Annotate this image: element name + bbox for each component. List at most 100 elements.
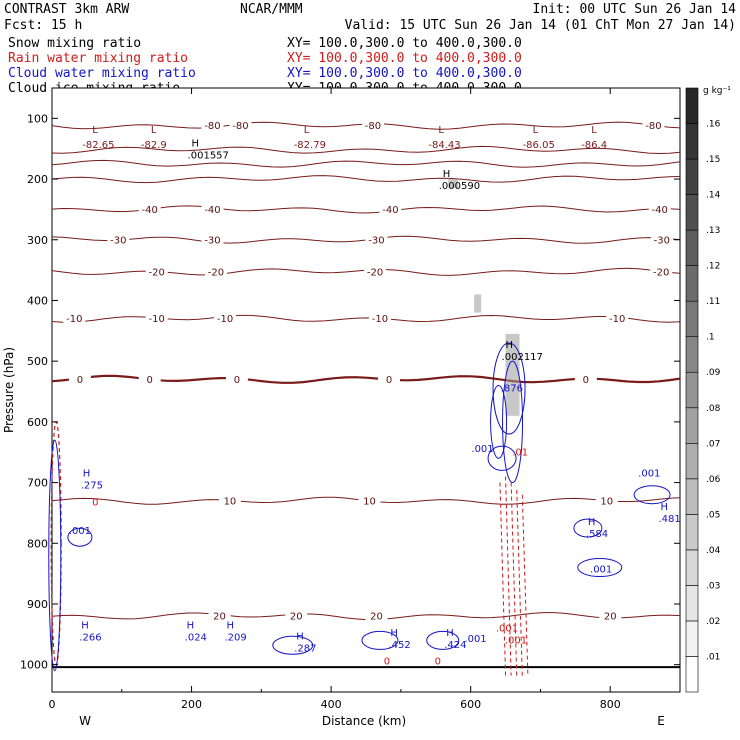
isotherm-label-bg — [145, 265, 168, 277]
colorbar-tick-label: .07 — [706, 439, 720, 449]
cloud-water-contour — [426, 630, 460, 650]
isotherm-label: 10 — [600, 496, 613, 507]
legend: Snow mixing ratio XY= 100.0,300.0 to 400.… — [8, 36, 522, 96]
low-marker: L — [92, 125, 98, 136]
isotherm-label: 20 — [213, 612, 226, 623]
colorbar-tick-label: .03 — [706, 581, 720, 591]
isotherm-label-bg — [201, 233, 224, 245]
cloud-water-max-value: .424 — [444, 640, 466, 651]
isotherm-label: -20 — [653, 267, 669, 278]
y-tick-label: 200 — [27, 173, 48, 186]
cloud-water-max-marker: H — [226, 620, 234, 631]
cloud-water-max-marker: H — [588, 517, 596, 528]
rain-label: 0 — [384, 657, 390, 668]
y-tick-label: 500 — [27, 355, 48, 368]
isotherm-label-bg — [208, 610, 231, 622]
cloud-water-label: .876 — [501, 384, 523, 395]
isotherm-label: -30 — [204, 235, 220, 246]
colorbar-tick-label: .09 — [706, 368, 721, 378]
y-tick-label: 100 — [27, 112, 48, 125]
isotherm-label: -40 — [652, 205, 668, 216]
isotherm-label-bg — [599, 610, 622, 622]
cloud-water-contour — [361, 630, 399, 650]
isotherm-label-bg — [642, 119, 665, 131]
cloud-water-label: .001 — [69, 526, 91, 537]
y-tick-label: 600 — [27, 416, 48, 429]
colorbar-tick-label: .01 — [706, 652, 720, 662]
isotherm-label: -30 — [654, 235, 670, 246]
cloud-water-max-value: .266 — [79, 632, 101, 643]
y-tick-label: 1000 — [20, 659, 48, 672]
y-axis-label: Pressure (hPa) — [2, 347, 16, 433]
cloud-water-contour — [502, 360, 524, 484]
colorbar-tick-label: .12 — [706, 262, 720, 272]
isotherm-label-bg — [364, 265, 387, 277]
colorbar-tick-label: .13 — [706, 226, 720, 236]
snow-shading — [474, 294, 482, 313]
isotherm-line — [51, 175, 681, 184]
colorbar-swatch — [685, 158, 699, 195]
cloud-water-max-value: .024 — [185, 632, 207, 643]
isotherm-label: -20 — [208, 267, 224, 278]
center-label: NCAR/MMM — [240, 2, 303, 17]
rain-contour — [516, 489, 523, 676]
isotherm-label-bg — [201, 203, 224, 215]
isotherm-label: -30 — [110, 235, 126, 246]
isotherm-label-bg — [145, 312, 168, 324]
colorbar-tick-label: .05 — [706, 510, 720, 520]
low-value: -84.43 — [428, 140, 460, 151]
cloud-water-contour — [573, 518, 603, 538]
low-marker: L — [151, 125, 157, 136]
x-tick-label: 600 — [460, 698, 481, 711]
isotherm-label-bg — [368, 312, 391, 324]
cloud-water-label: .001 — [464, 634, 486, 645]
model-title: CONTRAST 3km ARW — [4, 2, 129, 17]
isotherm-label: 0 — [386, 375, 392, 386]
isotherm-label-bg — [138, 373, 161, 385]
isotherm-line — [51, 159, 681, 168]
colorbar-swatch — [685, 478, 699, 515]
low-value: -82.79 — [294, 140, 326, 151]
y-tick-label: 700 — [27, 477, 48, 490]
cloud-water-max-marker: H — [390, 628, 398, 639]
isotherm-label-bg — [365, 233, 388, 245]
isotherm-label: -80 — [232, 121, 248, 132]
isotherm-label: 20 — [290, 612, 303, 623]
rain-label: .001 — [496, 623, 518, 634]
cloud-water-max-marker: H — [296, 631, 304, 642]
isotherm-label-bg — [378, 373, 401, 385]
snow-max-marker: H — [192, 139, 200, 150]
rain-label: .001 — [505, 635, 527, 646]
legend-label: Snow mixing ratio — [8, 36, 141, 51]
isotherm-label: -10 — [66, 314, 82, 325]
rain-label: 0 — [435, 657, 441, 668]
colorbar-swatch — [685, 656, 699, 693]
cloud-water-contour — [67, 527, 93, 547]
y-tick-label: 900 — [27, 598, 48, 611]
x-tick-label: 800 — [600, 698, 621, 711]
isotherm-label-bg — [574, 373, 597, 385]
snow-max-value: .000590 — [439, 181, 480, 192]
axes: 0 200 400 600 800100200300400500600700800900… — [20, 88, 680, 711]
cloud-water-contour — [272, 635, 314, 655]
colorbar-tick-label: .11 — [706, 297, 720, 307]
isotherm-label-bg — [606, 312, 629, 324]
rain-label: 0 — [92, 498, 98, 509]
snow-max-value: .002117 — [502, 352, 543, 363]
isotherm-label-bg — [68, 373, 91, 385]
colorbar-swatch — [685, 336, 699, 373]
snow-max-marker: H — [443, 169, 451, 180]
isotherm-label-bg — [285, 610, 308, 622]
cloud-water-max-marker: H — [446, 628, 454, 639]
snow-max-value: .001557 — [188, 151, 229, 162]
cloud-water-max-marker: H — [660, 502, 668, 513]
cloud-water-label: .001 — [638, 469, 660, 480]
cloud-water-contour — [48, 439, 62, 672]
cloud-water-contour — [633, 485, 671, 505]
x-tick-label: 400 — [321, 698, 342, 711]
colorbar-swatch — [685, 87, 699, 124]
colorbar-swatch — [685, 371, 699, 409]
snow-max-marker: H — [506, 340, 514, 351]
rain-label: .01 — [512, 447, 528, 458]
valid-time: Valid: 15 UTC Sun 26 Jan 14 (01 ChT Mon … — [345, 18, 736, 33]
